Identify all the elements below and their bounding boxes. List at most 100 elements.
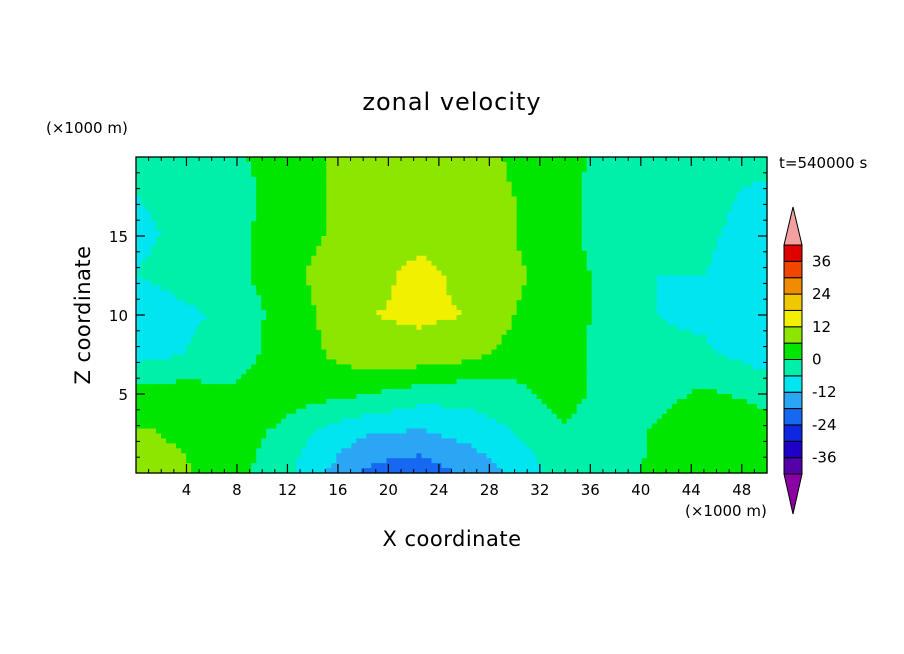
- heatmap-cell: [251, 280, 257, 286]
- heatmap-cell: [581, 315, 588, 321]
- heatmap-cell: [466, 157, 473, 163]
- heatmap-cell: [311, 349, 317, 356]
- heatmap-cell: [351, 339, 357, 346]
- heatmap-cell: [666, 166, 673, 173]
- heatmap-cell: [526, 334, 533, 341]
- heatmap-cell: [351, 300, 357, 306]
- heatmap-cell: [251, 231, 257, 237]
- heatmap-cell: [496, 231, 503, 237]
- heatmap-cell: [511, 319, 518, 326]
- heatmap-cell: [446, 250, 453, 257]
- heatmap-cell: [156, 255, 162, 262]
- heatmap-cell: [241, 171, 247, 178]
- heatmap-cell: [366, 334, 372, 341]
- heatmap-cell: [411, 196, 418, 203]
- heatmap-cell: [726, 260, 733, 267]
- heatmap-cell: [321, 236, 327, 242]
- heatmap-cell: [151, 300, 157, 306]
- heatmap-cell: [506, 349, 513, 356]
- heatmap-cell: [476, 270, 483, 277]
- heatmap-cell: [531, 339, 538, 346]
- heatmap-cell: [616, 339, 623, 346]
- heatmap-cell: [611, 260, 618, 267]
- heatmap-cell: [421, 157, 428, 163]
- heatmap-cell: [146, 260, 152, 267]
- heatmap-cell: [636, 319, 643, 326]
- heatmap-cell: [586, 231, 593, 237]
- heatmap-cell: [401, 211, 408, 217]
- heatmap-cell: [376, 285, 382, 291]
- heatmap-cell: [291, 270, 297, 277]
- heatmap-cell: [736, 315, 743, 321]
- heatmap-cell: [691, 260, 698, 267]
- heatmap-cell: [426, 250, 433, 257]
- heatmap-cell: [181, 334, 187, 341]
- heatmap-cell: [596, 275, 603, 282]
- heatmap-cell: [226, 250, 232, 257]
- heatmap-cell: [721, 206, 728, 212]
- heatmap-cell: [726, 191, 733, 198]
- heatmap-cell: [591, 196, 598, 203]
- heatmap-cell: [421, 216, 428, 222]
- heatmap-cell: [326, 334, 332, 341]
- heatmap-cell: [166, 236, 172, 242]
- heatmap-cell: [466, 280, 473, 286]
- heatmap-cell: [146, 265, 152, 272]
- heatmap-cell: [141, 310, 147, 316]
- heatmap-cell: [271, 157, 277, 163]
- heatmap-cell: [306, 339, 312, 346]
- heatmap-cell: [286, 191, 292, 198]
- heatmap-cell: [171, 166, 177, 173]
- heatmap-cell: [361, 275, 367, 282]
- heatmap-cell: [301, 226, 307, 232]
- heatmap-cell: [716, 300, 723, 306]
- heatmap-cell: [541, 166, 548, 173]
- heatmap-cell: [241, 181, 247, 188]
- heatmap-cell: [226, 319, 232, 326]
- heatmap-cell: [581, 201, 588, 207]
- heatmap-cell: [181, 245, 187, 252]
- heatmap-cell: [311, 201, 317, 207]
- heatmap-cell: [226, 166, 232, 173]
- heatmap-cell: [651, 166, 658, 173]
- heatmap-cell: [756, 255, 763, 262]
- heatmap-cell: [231, 166, 237, 173]
- heatmap-cell: [231, 329, 237, 336]
- heatmap-cell: [636, 334, 643, 341]
- heatmap-cell: [546, 236, 553, 242]
- heatmap-cell: [411, 191, 418, 198]
- heatmap-cell: [161, 221, 167, 227]
- heatmap-cell: [626, 221, 633, 227]
- heatmap-cell: [276, 334, 282, 341]
- heatmap-cell: [661, 255, 668, 262]
- heatmap-cell: [211, 191, 217, 198]
- heatmap-cell: [511, 196, 518, 203]
- heatmap-cell: [201, 171, 207, 178]
- heatmap-cell: [191, 310, 197, 316]
- heatmap-cell: [386, 265, 393, 272]
- heatmap-cell: [466, 300, 473, 306]
- heatmap-cell: [416, 176, 423, 183]
- heatmap-cell: [281, 211, 287, 217]
- heatmap-cell: [601, 231, 608, 237]
- heatmap-cell: [256, 176, 262, 183]
- heatmap-cell: [376, 260, 382, 267]
- heatmap-cell: [671, 329, 678, 336]
- heatmap-cell: [366, 245, 372, 252]
- heatmap-cell: [281, 275, 287, 282]
- heatmap-cell: [316, 231, 322, 237]
- heatmap-cell: [691, 300, 698, 306]
- heatmap-cell: [296, 196, 302, 203]
- heatmap-cell: [636, 344, 643, 351]
- heatmap-cell: [236, 334, 242, 341]
- heatmap-cell: [406, 157, 413, 163]
- heatmap-cell: [511, 305, 518, 311]
- heatmap-cell: [726, 181, 733, 188]
- heatmap-cell: [521, 191, 528, 198]
- heatmap-cell: [226, 221, 232, 227]
- heatmap-cell: [686, 255, 693, 262]
- heatmap-cell: [211, 166, 217, 173]
- heatmap-cell: [731, 231, 738, 237]
- heatmap-cell: [176, 319, 182, 326]
- heatmap-cell: [621, 334, 628, 341]
